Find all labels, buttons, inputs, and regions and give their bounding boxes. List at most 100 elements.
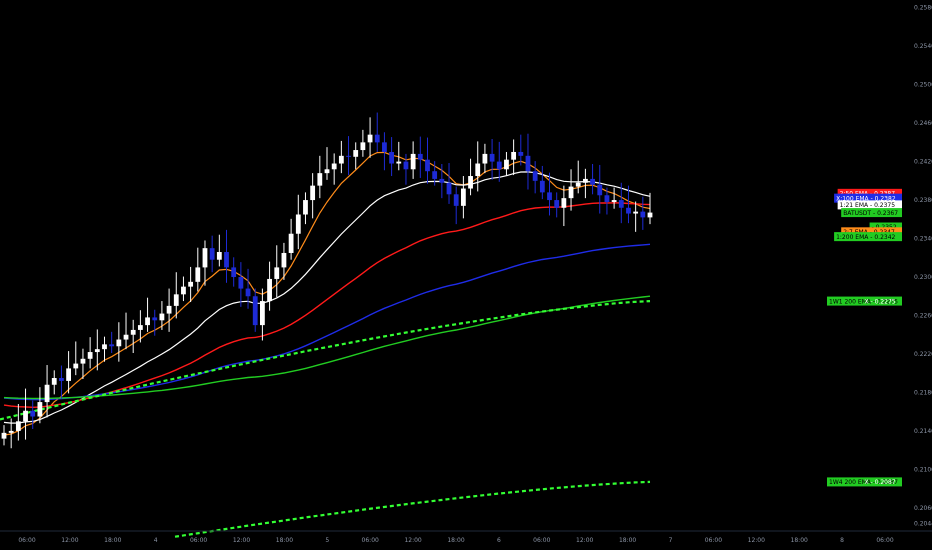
price-label: 1:21 EMA - 0.2375 (837, 200, 902, 210)
candle-body (51, 378, 57, 385)
candle-body (102, 344, 107, 350)
candle-body (417, 153, 423, 160)
candle-body (331, 163, 337, 170)
candle-body (195, 267, 201, 282)
candle-body (640, 211, 646, 218)
candle-body (181, 286, 186, 295)
ema-1w1-200-line (0, 300, 651, 421)
candle-body (116, 339, 122, 347)
price-label-text: 1W4 200 EMA - 0.2087 (829, 479, 898, 486)
x-tick-label: 5 (325, 537, 329, 544)
candle-body (94, 349, 100, 353)
ema-50-line (3, 202, 651, 409)
candle-body (382, 142, 387, 152)
price-label-text: X - 0.2087 (865, 479, 896, 486)
candle-body (396, 161, 402, 164)
candle-body (23, 410, 28, 422)
price-label-text: 1W1 200 EMA - 0.2275 (829, 298, 898, 305)
candle-body (489, 153, 495, 162)
price-label: BATUSDT - 0.2367 (841, 208, 902, 218)
x-tick-label: 06:00 (705, 537, 722, 544)
candle-body (137, 325, 143, 330)
candle-body (245, 288, 251, 297)
candle-body (554, 200, 560, 208)
candle-body (647, 212, 653, 218)
candle-body (44, 384, 50, 403)
candle-body (532, 171, 538, 181)
candle-body (518, 151, 524, 156)
candle-body (346, 155, 351, 157)
ema-1w4-200-line (174, 480, 651, 538)
price-label: X - 0.2087 (865, 479, 896, 486)
price-label-bg (834, 232, 902, 242)
price-label-bg (834, 193, 902, 203)
candle-body (468, 176, 473, 189)
candle-body (604, 195, 610, 202)
candle-body (482, 153, 488, 164)
candle-body (432, 171, 438, 179)
price-label-text: 1:200 EMA - 0.2342 (836, 234, 895, 241)
candle-body (597, 184, 603, 196)
price-label-text: 1:21 EMA - 0.2375 (840, 202, 896, 209)
candle-body (583, 178, 588, 183)
candle-body (238, 277, 244, 289)
candle-body (152, 317, 158, 321)
candle-body (173, 294, 179, 306)
price-label-text: X - 0.2275 (865, 298, 896, 305)
price-label: 1W4 200 EMA - 0.2087 (827, 477, 902, 487)
candle-body (274, 267, 280, 279)
candle-body (460, 188, 466, 206)
price-label: X - 0.2275 (865, 298, 896, 305)
candle-body (338, 155, 344, 164)
x-tick-label: 06:00 (533, 537, 550, 544)
candle-body (109, 344, 115, 347)
candle-body (539, 180, 545, 193)
candle-body (59, 378, 64, 381)
x-tick-label: 12:00 (748, 537, 765, 544)
price-label: X:100 EMA - 0.2382 (834, 193, 902, 203)
candle-body (216, 252, 222, 260)
price-labels: 2:50 EMA - 0.2387X:100 EMA - 0.23821:21 … (827, 188, 902, 487)
candle-body (231, 267, 237, 278)
x-tick-label: 6 (497, 537, 501, 544)
x-tick-label: 4 (154, 537, 158, 544)
candle-body (295, 214, 301, 234)
candle-body (252, 296, 258, 326)
x-tick-label: 18:00 (619, 537, 636, 544)
x-tick-label: 18:00 (104, 537, 121, 544)
candle-body (439, 178, 445, 183)
candle-body (8, 430, 14, 433)
x-tick-label: 06:00 (18, 537, 35, 544)
candle-body (367, 134, 373, 143)
ema-lines (0, 151, 651, 538)
candle-body (360, 142, 366, 151)
candle-body (317, 173, 323, 186)
x-axis[interactable]: 06:00 12:00 18:00 4 06:00 12:00 18:00 5 06:00 12:… (0, 530, 932, 544)
candle-body (166, 305, 172, 314)
ema-7-line (3, 151, 651, 436)
x-tick-label: 8 (840, 537, 844, 544)
candle-body (590, 178, 595, 185)
candle-body (568, 186, 574, 199)
candle-body (446, 182, 452, 195)
x-tick-label: 12:00 (61, 537, 78, 544)
candle-body (159, 313, 165, 321)
candle-body (80, 358, 86, 364)
candle-body (123, 334, 129, 340)
price-label-bg (837, 188, 902, 198)
candle-body (353, 150, 359, 157)
candle-body (403, 161, 409, 170)
candle-body (310, 185, 316, 201)
candle-body (511, 151, 517, 160)
candle-body (633, 211, 639, 214)
x-tick-label: 06:00 (190, 537, 207, 544)
